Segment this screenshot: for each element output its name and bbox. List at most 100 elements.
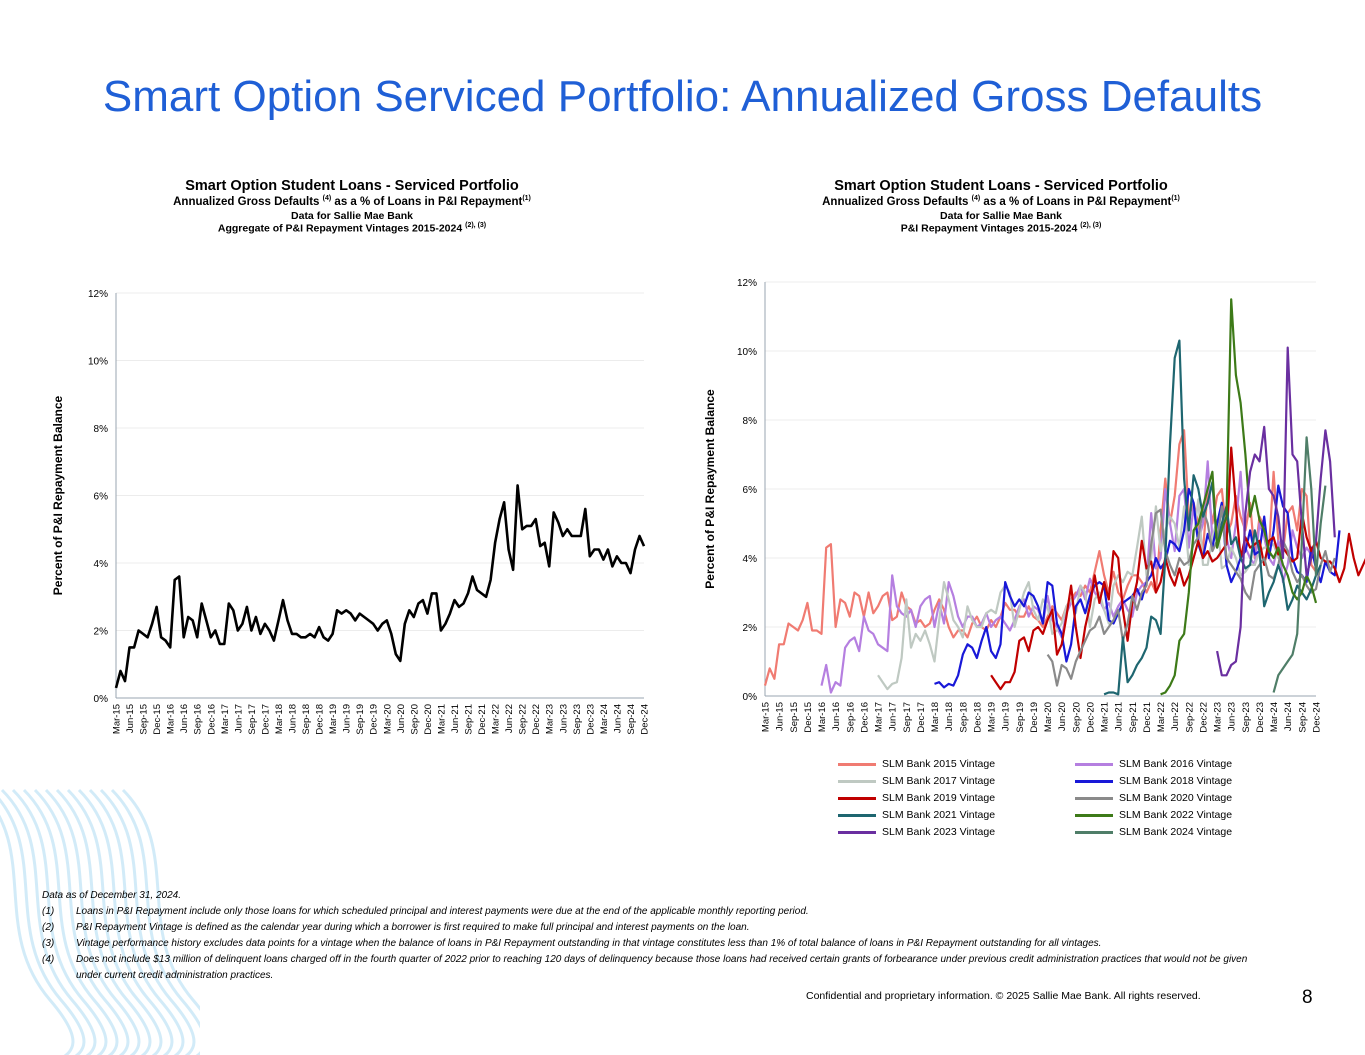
right-x-tick-label: Dec-23 xyxy=(1255,702,1266,733)
right-y-axis-label: Percent of P&I Repayment Balance xyxy=(703,389,717,589)
left-chart-title: Smart Option Student Loans - Serviced Po… xyxy=(185,178,519,194)
right-x-tick-label: Sep-16 xyxy=(845,702,856,733)
right-x-tick-label: Sep-24 xyxy=(1297,702,1308,733)
legend-label: SLM Bank 2019 Vintage xyxy=(882,792,996,804)
right-x-tick-label: Jun-16 xyxy=(831,702,842,731)
right-x-tick-label: Sep-21 xyxy=(1128,702,1139,733)
left-x-tick-label: Dec-18 xyxy=(315,704,326,735)
wave-stroke xyxy=(0,788,97,1055)
right-series-line xyxy=(1160,298,1318,696)
left-x-tick-label: Jun-22 xyxy=(504,704,515,733)
left-x-tick-label: Sep-16 xyxy=(193,704,204,735)
legend-swatch xyxy=(838,830,876,834)
page-number: 8 xyxy=(1302,987,1313,1008)
wave-stroke xyxy=(121,788,200,1012)
right-y-tick-label: 0% xyxy=(743,692,758,703)
wave-stroke xyxy=(110,788,200,1055)
legend-item: SLM Bank 2017 Vintage xyxy=(838,775,995,787)
left-x-tick-label: Mar-22 xyxy=(491,704,502,734)
left-x-tick-label: Mar-21 xyxy=(436,704,447,734)
right-x-tick-label: Sep-19 xyxy=(1015,702,1026,733)
left-x-tick-label: Mar-16 xyxy=(166,704,177,734)
right-x-tick-label: Sep-15 xyxy=(789,702,800,733)
footnote-4: (4) Does not include $13 million of delin… xyxy=(42,954,1248,981)
wave-stroke xyxy=(44,788,141,1055)
right-series-line xyxy=(1272,436,1327,693)
legend-item: SLM Bank 2021 Vintage xyxy=(838,809,995,821)
right-y-tick-label: 8% xyxy=(743,416,758,427)
right-y-tick-label: 2% xyxy=(743,623,758,634)
legend-label: SLM Bank 2017 Vintage xyxy=(882,775,996,787)
wave-stroke xyxy=(0,797,86,1055)
legend-swatch xyxy=(838,779,876,783)
left-x-tick-label: Sep-24 xyxy=(626,704,637,735)
legend-item: SLM Bank 2023 Vintage xyxy=(838,826,995,838)
right-x-tick-label: Mar-21 xyxy=(1100,702,1111,732)
left-y-tick-label: 0% xyxy=(94,694,109,705)
left-x-tick-label: Mar-17 xyxy=(220,704,231,734)
right-x-tick-label: Jun-24 xyxy=(1283,702,1294,731)
left-x-tick-label: Sep-22 xyxy=(518,704,529,735)
right-y-tick-label: 6% xyxy=(743,485,758,496)
legend-swatch xyxy=(838,813,876,817)
right-x-tick-label: Dec-17 xyxy=(916,702,927,733)
right-chart-subtitle: Annualized Gross Defaults (4) as a % of … xyxy=(822,195,1180,208)
data-as-of: Data as of December 31, 2024. xyxy=(42,890,181,901)
left-x-tick-label: Dec-23 xyxy=(585,704,596,735)
legend-label: SLM Bank 2021 Vintage xyxy=(882,809,996,821)
decorative-waves xyxy=(0,788,200,1055)
legend-swatch xyxy=(1075,813,1113,817)
left-x-tick-label: Sep-17 xyxy=(247,704,258,735)
left-x-tick-label: Jun-15 xyxy=(125,704,136,733)
left-x-tick-label: Sep-19 xyxy=(355,704,366,735)
left-x-tick-label: Mar-20 xyxy=(382,704,393,734)
wave-stroke xyxy=(99,788,196,1055)
legend-item: SLM Bank 2022 Vintage xyxy=(1075,809,1232,821)
legend-label: SLM Bank 2016 Vintage xyxy=(1119,758,1233,770)
footnotes: Data as of December 31, 2024. (1) Loans i… xyxy=(42,888,1262,984)
left-x-tick-label: Jun-21 xyxy=(450,704,461,733)
legend-item: SLM Bank 2016 Vintage xyxy=(1075,758,1232,770)
left-y-tick-label: 10% xyxy=(88,357,108,368)
left-x-tick-label: Sep-21 xyxy=(464,704,475,735)
left-y-tick-label: 12% xyxy=(88,289,108,300)
left-x-tick-label: Sep-23 xyxy=(572,704,583,735)
footnote-1: (1) Loans in P&I Repayment include only t… xyxy=(42,906,809,917)
right-x-tick-label: Dec-20 xyxy=(1085,702,1096,733)
right-x-tick-label: Jun-23 xyxy=(1227,702,1238,731)
legend-swatch xyxy=(838,762,876,766)
left-x-tick-label: Jun-20 xyxy=(396,704,407,733)
legend-swatch xyxy=(1075,762,1113,766)
right-x-tick-label: Sep-18 xyxy=(958,702,969,733)
wave-stroke xyxy=(22,788,119,1055)
left-x-tick-label: Dec-24 xyxy=(640,704,651,735)
left-chart: 0% 2% 4% 6% 8% 10% 12% Mar-15 Jun-15 Sep-15 Dec-15… xyxy=(51,289,651,735)
left-x-tick-label: Dec-20 xyxy=(423,704,434,735)
left-x-tick-label: Jun-17 xyxy=(233,704,244,733)
legend-swatch xyxy=(1075,830,1113,834)
wave-stroke xyxy=(11,788,108,1055)
right-y-tick-label: 12% xyxy=(737,278,757,289)
right-x-tick-label: Dec-24 xyxy=(1312,702,1323,733)
left-y-tick-label: 2% xyxy=(94,627,109,638)
left-x-tick-label: Jun-16 xyxy=(179,704,190,733)
left-x-tick-label: Mar-18 xyxy=(274,704,285,734)
page-title: Smart Option Serviced Portfolio: Annuali… xyxy=(102,72,1263,121)
legend-item: SLM Bank 2019 Vintage xyxy=(838,792,995,804)
right-x-tick-label: Mar-17 xyxy=(874,702,885,732)
left-y-tick-label: 8% xyxy=(94,424,109,435)
legend-item: SLM Bank 2018 Vintage xyxy=(1075,775,1232,787)
right-chart-title: Smart Option Student Loans - Serviced Po… xyxy=(834,178,1168,194)
legend-label: SLM Bank 2015 Vintage xyxy=(882,758,996,770)
right-x-tick-label: Jun-17 xyxy=(888,702,899,731)
left-x-tick-label: Dec-21 xyxy=(477,704,488,735)
left-x-tick-label: Sep-20 xyxy=(409,704,420,735)
legend-swatch xyxy=(1075,796,1113,800)
footnote-3: (3) Vintage performance history excludes … xyxy=(42,938,1102,949)
legend-item: SLM Bank 2020 Vintage xyxy=(1075,792,1232,804)
right-x-tick-label: Jun-20 xyxy=(1057,702,1068,731)
right-x-tick-label: Mar-16 xyxy=(817,702,828,732)
left-y-axis-label: Percent of P&I Repayment Balance xyxy=(51,395,65,595)
legend-item: SLM Bank 2015 Vintage xyxy=(838,758,995,770)
